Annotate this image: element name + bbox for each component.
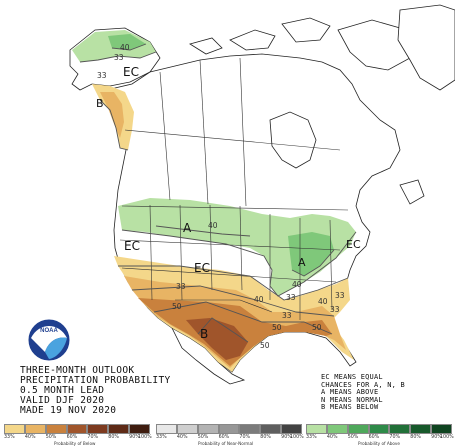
scale-tick: 40% [24,435,36,440]
scale-swatch [410,424,432,434]
scale-tick: 80% [410,435,421,440]
scale-tick: 33% [4,435,15,440]
scale-swatch [368,424,390,434]
scale-tick: 40% [326,435,338,440]
legend-note: EC MEANS EQUAL CHANCES FOR A, N, B A MEA… [321,373,405,412]
caption-below: Probability of Below [54,441,96,446]
scale-swatch [197,424,219,434]
scale-tick: 60% [66,435,78,440]
label-a-ohio: A [298,256,306,269]
scale-tick: 60% [368,435,380,440]
info-valid: VALID DJF 2020 [20,395,105,406]
contour-label: 33 [330,305,340,314]
contour-label: 33 [176,282,186,291]
scale-swatch [66,424,88,434]
label-ec-west: EC [124,239,140,253]
contour-label: 33 [286,293,296,302]
scale-swatch [347,424,369,434]
label-b-pnw: B [96,97,104,110]
shade-above40-alaska [108,34,146,50]
scale-tick: 100% [290,435,304,440]
contour-label: 50 [172,302,182,311]
contour-label: 33 [335,291,345,300]
info-made: MADE 19 NOV 2020 [20,405,117,416]
contour-label: 40 [208,221,218,230]
scale-tick: 70% [389,435,401,440]
scale-tick: 60% [218,435,230,440]
category-labels: EC B A A EC EC EC B [96,65,361,341]
scale-swatch [108,424,130,434]
shade-below60-southwest [186,318,248,360]
contour-label: 33 [114,53,124,62]
label-b-southwest: B [200,327,208,341]
scale-swatch [24,424,46,434]
svg-text:NOAA: NOAA [40,328,58,334]
scale-swatch [260,424,282,434]
contour-label: 33 [97,71,107,80]
scale-swatch [281,424,302,434]
contour-label: 50 [272,323,282,332]
info-lead: 0.5 MONTH LEAD [20,385,105,396]
scale-swatch [218,424,240,434]
noaa-logo: NOAA [27,318,71,362]
contour-label: 50 [312,323,322,332]
outlook-info: THREE-MONTH OUTLOOK PRECIPITATION PROBAB… [20,366,171,416]
legend-note-line: CHANCES FOR A, N, B [321,380,405,389]
label-ec-alaska: EC [123,65,139,79]
contour-label: 50 [260,341,270,350]
caption-normal: Probability of Near-Normal [198,441,254,446]
scale-tick: 50% [347,435,359,440]
scale-tick: 100% [138,435,152,440]
contour-labels: 40 33 33 40 33 40 33 50 50 33 33 40 50 5… [97,43,345,350]
legend-note-line: A MEANS ABOVE [321,388,379,397]
scale-swatch [239,424,261,434]
scale-tick: 40% [176,435,188,440]
scale-above [306,424,452,435]
contour-label: 33 [282,311,292,320]
scale-swatch [306,424,327,434]
contour-label: 40 [292,280,302,289]
scale-swatch [431,424,452,434]
scale-swatch [4,424,25,434]
contour-label: 40 [254,295,264,304]
scale-swatch [176,424,198,434]
scale-swatch [389,424,411,434]
legend-note-line: B MEANS BELOW [321,403,379,412]
scale-tick: 33% [156,435,167,440]
scale-tick: 70% [87,435,99,440]
legend-note-line: EC MEANS EQUAL [321,373,383,381]
scale-tick: 90% [431,435,442,440]
info-variable: PRECIPITATION PROBABILITY [20,375,171,386]
scale-tick: 90% [281,435,292,440]
caption-above: Probability of Above [358,441,400,446]
probability-shading [72,30,356,372]
scale-swatch [156,424,177,434]
contour-lines [79,43,357,343]
scale-swatch [129,424,150,434]
scale-tick: 50% [45,435,57,440]
label-ec-northeast: EC [346,238,361,251]
scale-below [4,424,150,435]
label-ec-central: EC [194,261,210,275]
scale-tick: 33% [306,435,317,440]
scale-swatch [326,424,348,434]
info-title: THREE-MONTH OUTLOOK [20,365,135,376]
contour-label: 40 [120,43,130,52]
scale-tick: 50% [197,435,209,440]
scale-tick: 70% [239,435,251,440]
scale-tick: 100% [440,435,454,440]
scale-tick: 90% [129,435,140,440]
scale-swatch [87,424,109,434]
legend-note-line: N MEANS NORMAL [321,395,383,404]
scale-swatch [45,424,67,434]
scale-normal [156,424,302,435]
label-a-north: A [183,221,192,235]
scale-tick: 80% [108,435,119,440]
shade-above40-ohio [288,232,334,276]
contour-label: 40 [318,297,328,306]
scale-tick: 80% [260,435,271,440]
